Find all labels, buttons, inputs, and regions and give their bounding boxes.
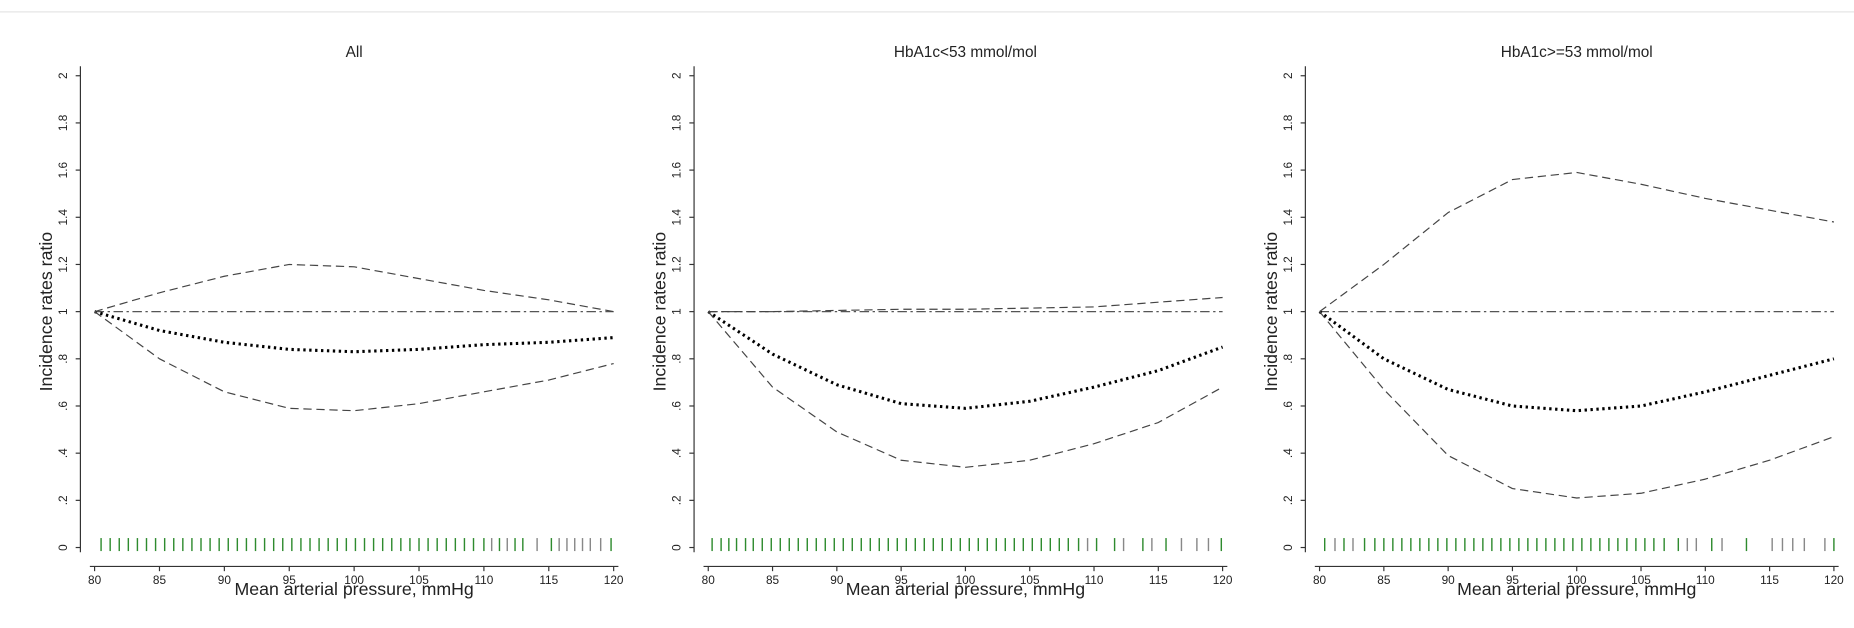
line-series: [1319, 311, 1835, 499]
line-series: [708, 296, 1223, 313]
y-tick-label: .4: [56, 448, 70, 458]
x-tick-label: 85: [153, 573, 167, 587]
x-tick-label: 80: [1313, 573, 1327, 587]
y-tick-label: .6: [56, 401, 70, 411]
x-tick-label: 85: [766, 573, 780, 587]
line-series: [1319, 171, 1835, 313]
chart-title: HbA1c<53 mmol/mol: [894, 44, 1037, 61]
y-tick-label: 1.6: [56, 161, 70, 178]
x-tick-label: 105: [409, 573, 429, 587]
y-tick-label: 1.4: [670, 209, 684, 226]
y-tick-label: 2: [670, 72, 684, 79]
y-tick-label: 1.2: [1281, 256, 1295, 272]
x-tick-label: 85: [1377, 573, 1391, 587]
y-tick-label: 1: [1281, 308, 1295, 315]
x-tick-label: 95: [283, 573, 297, 587]
y-tick-label: 2: [1281, 72, 1295, 79]
y-tick-label: 1.6: [1281, 161, 1295, 178]
y-tick-label: 0: [56, 544, 70, 551]
y-tick-label: 1: [670, 308, 684, 315]
y-axis-label: Incidence rates ratio: [36, 232, 56, 392]
y-tick-label: .8: [670, 353, 684, 363]
x-tick-label: 120: [1824, 573, 1844, 587]
x-tick-label: 110: [1085, 573, 1104, 587]
x-tick-label: 95: [895, 573, 909, 587]
y-tick-label: .4: [1281, 448, 1295, 458]
x-tick-label: 100: [344, 573, 364, 587]
chart-title: HbA1c>=53 mmol/mol: [1501, 44, 1653, 61]
y-tick-label: .2: [670, 495, 684, 505]
y-tick-label: .2: [56, 495, 70, 505]
line-series: [707, 310, 1224, 410]
line-series: [1318, 310, 1835, 413]
y-tick-label: .6: [670, 401, 684, 411]
y-tick-label: 0: [670, 544, 684, 551]
line-series: [707, 311, 1223, 468]
y-tick-label: .6: [1281, 401, 1295, 411]
y-tick-label: 1.8: [56, 114, 70, 131]
y-tick-label: .8: [56, 353, 70, 363]
x-tick-label: 120: [604, 573, 624, 587]
x-tick-label: 105: [1020, 573, 1040, 587]
y-tick-label: 1.6: [670, 161, 684, 178]
y-tick-label: 1.4: [1281, 209, 1295, 226]
x-axis-label: Mean arterial pressure, mmHg: [1457, 579, 1696, 599]
y-tick-label: 2: [56, 72, 70, 79]
line-series: [94, 311, 614, 412]
y-tick-label: 1.2: [670, 256, 684, 272]
y-tick-label: 1: [56, 308, 70, 315]
x-tick-label: 90: [218, 573, 232, 587]
chart-title: All: [346, 44, 363, 61]
y-tick-label: 1.8: [670, 114, 684, 131]
line-series: [94, 263, 614, 313]
x-tick-label: 105: [1631, 573, 1651, 587]
x-tick-label: 100: [1567, 573, 1587, 587]
line-series: [94, 310, 614, 354]
y-tick-label: 0: [1281, 544, 1295, 551]
y-tick-label: .2: [1281, 495, 1295, 505]
x-tick-label: 80: [702, 573, 716, 587]
y-axis-label: Incidence rates ratio: [1261, 232, 1281, 392]
x-tick-label: 115: [1149, 573, 1168, 587]
x-tick-label: 115: [1760, 573, 1779, 587]
y-tick-label: .8: [1281, 353, 1295, 363]
x-tick-label: 90: [830, 573, 844, 587]
x-tick-label: 80: [88, 573, 102, 587]
y-axis-label: Incidence rates ratio: [650, 232, 670, 392]
x-tick-label: 110: [1696, 573, 1715, 587]
x-tick-label: 120: [1213, 573, 1233, 587]
x-tick-label: 110: [474, 573, 493, 587]
x-axis-label: Mean arterial pressure, mmHg: [846, 579, 1085, 599]
y-tick-label: 1.2: [56, 256, 70, 272]
x-tick-label: 115: [539, 573, 558, 587]
y-tick-label: .4: [670, 448, 684, 458]
x-axis-label: Mean arterial pressure, mmHg: [234, 579, 473, 599]
x-tick-label: 100: [956, 573, 976, 587]
y-tick-label: 1.8: [1281, 114, 1295, 131]
x-tick-label: 95: [1506, 573, 1520, 587]
x-tick-label: 90: [1442, 573, 1456, 587]
y-tick-label: 1.4: [56, 209, 70, 226]
